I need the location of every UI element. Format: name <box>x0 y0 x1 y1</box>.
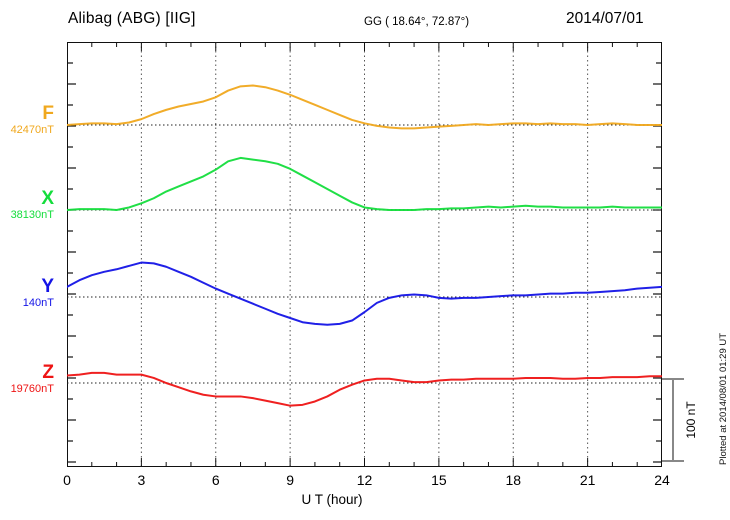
x-tick-label: 21 <box>579 472 596 488</box>
component-label-y: Y 140nT <box>23 277 54 309</box>
component-baseline-y: 140nT <box>22 297 54 309</box>
x-tick-label: 12 <box>356 472 373 488</box>
x-tick-label: 15 <box>431 472 447 488</box>
component-baseline-x: 38130nT <box>10 209 54 221</box>
component-label-z: Z 19760nT <box>11 363 54 395</box>
trace-x <box>67 156 662 211</box>
component-name-x: X <box>41 188 54 209</box>
component-name-z: Z <box>42 362 54 383</box>
x-tick-label: 6 <box>211 472 220 488</box>
page-title: Alibag (ABG) [IIG] <box>68 10 196 27</box>
x-tick-label: 3 <box>137 472 146 488</box>
x-tick-label: 24 <box>654 472 670 488</box>
component-name-y: Y <box>41 276 54 297</box>
x-axis-title: U T (hour) <box>301 492 363 507</box>
component-name-f: F <box>42 103 54 124</box>
component-baseline-f: 42470nT <box>10 124 54 136</box>
chart-plot-area <box>67 42 662 467</box>
trace-z <box>67 371 662 407</box>
component-baseline-z: 19760nT <box>10 383 54 395</box>
trace-f <box>67 84 662 130</box>
scale-bar-label: 100 nT <box>684 401 698 439</box>
component-label-f: F 42470nT <box>11 104 54 136</box>
chart-canvas <box>67 42 662 467</box>
x-tick-label: 9 <box>286 472 295 488</box>
plotted-timestamp: Plotted at 2014/08/01 01:29 UT <box>718 332 729 465</box>
trace-y <box>67 261 662 326</box>
x-tick-label: 18 <box>505 472 522 488</box>
scale-bar <box>664 378 682 462</box>
geographic-coordinates: GG ( 18.64°, 72.87°) <box>364 16 470 28</box>
observation-date: 2014/07/01 <box>566 10 644 27</box>
x-tick-label: 0 <box>63 472 71 488</box>
component-label-x: X 38130nT <box>11 189 54 221</box>
